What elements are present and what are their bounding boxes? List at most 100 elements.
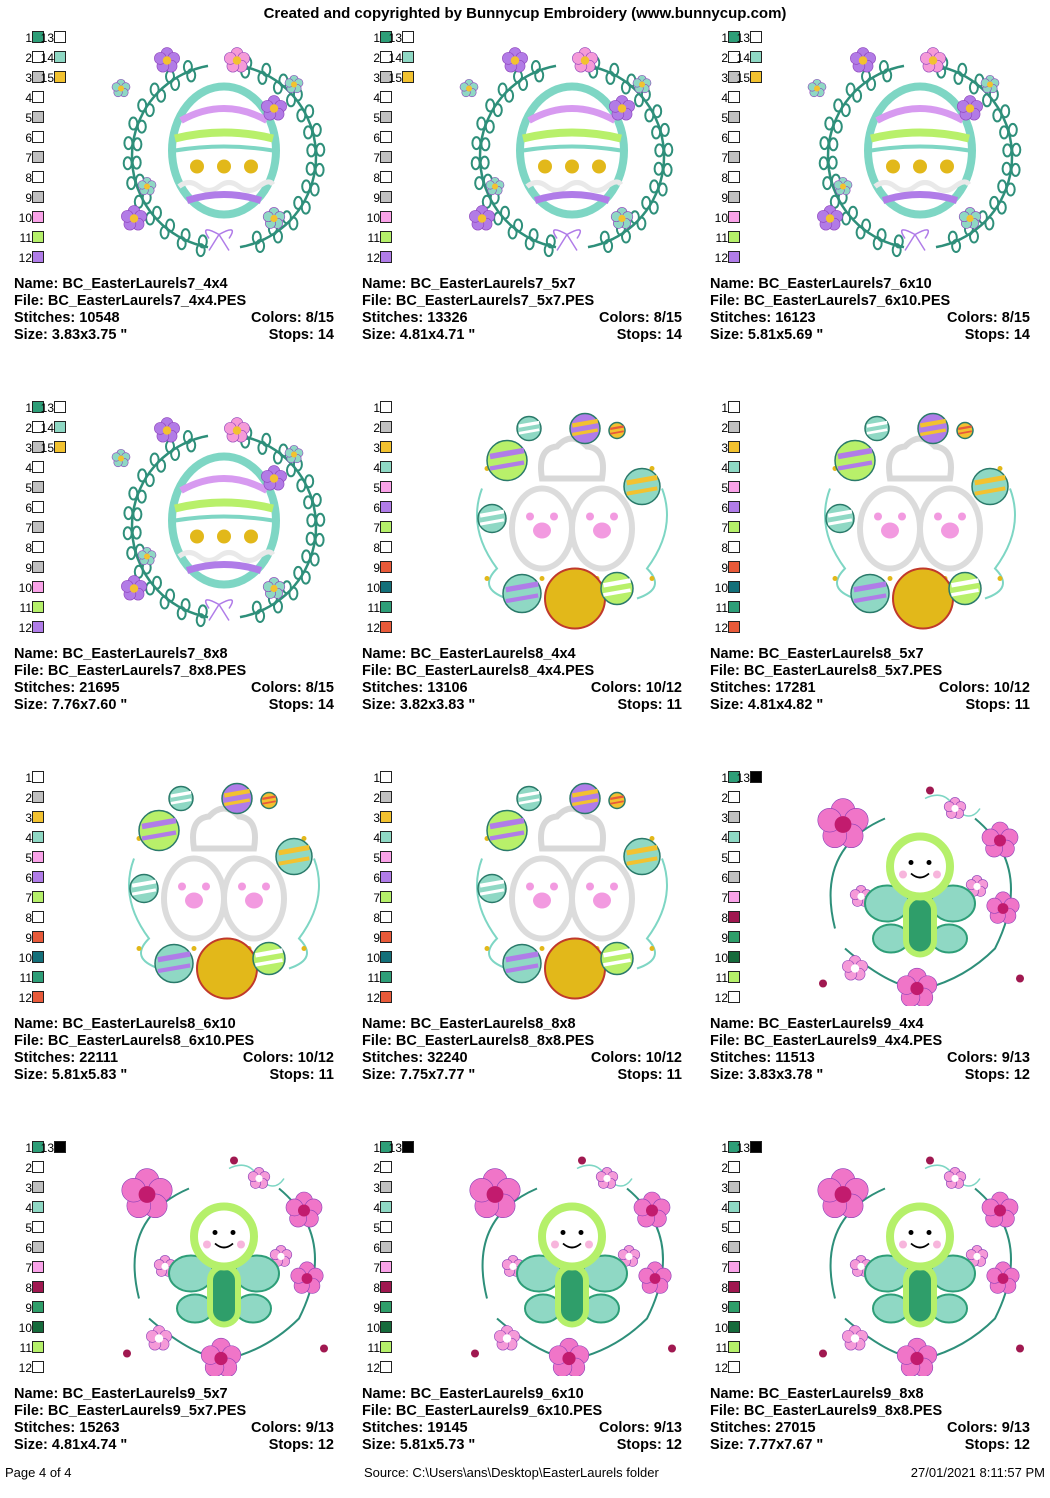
color-swatch: 9	[710, 930, 740, 946]
name-line: Name: BC_EasterLaurels9_6x10	[362, 1386, 682, 1403]
swatch-color-box	[32, 1181, 44, 1193]
swatch-color-box	[380, 1241, 392, 1253]
file-label: File:	[14, 663, 44, 679]
design-file: BC_EasterLaurels7_6x10.PES	[743, 293, 951, 309]
swatch-number: 13	[388, 31, 402, 45]
swatch-color-box	[380, 1141, 392, 1153]
swatch-color-box	[728, 851, 740, 863]
color-swatch: 7	[362, 1260, 392, 1276]
design-size: 3.82x3.83 "	[399, 697, 476, 713]
stops-label: Stops:	[269, 1067, 315, 1083]
size-line: Size: 5.81x5.69 " Stops: 14	[710, 327, 1030, 344]
design-info: Name: BC_EasterLaurels7_4x4 File: BC_Eas…	[14, 276, 334, 344]
swatch-color-box	[380, 811, 392, 823]
swatch-number: 12	[18, 991, 32, 1005]
swatch-number: 11	[367, 1341, 380, 1355]
design-card: 1 2 3 4 5 6 7 8 9 10 11 12 13 14 15 Name: BC_EasterLau…	[362, 28, 702, 388]
name-line: Name: BC_EasterLaurels7_6x10	[710, 276, 1030, 293]
colors-value: Colors: 8/15	[947, 310, 1030, 327]
stops-label: Stops:	[616, 327, 662, 343]
color-swatch: 11	[14, 230, 44, 246]
colors-value: Colors: 9/13	[947, 1050, 1030, 1067]
swatch-number: 1	[373, 401, 380, 415]
color-swatch: 3	[362, 810, 392, 826]
color-swatch: 14	[384, 50, 414, 66]
color-swatch: 9	[14, 1300, 44, 1316]
color-count: 9/13	[1001, 1420, 1030, 1436]
color-swatch: 7	[710, 890, 740, 906]
swatch-color-box	[728, 791, 740, 803]
size-label: Size:	[362, 1067, 396, 1083]
color-swatch: 3	[710, 810, 740, 826]
color-swatch: 6	[14, 870, 44, 886]
design-card: 1 2 3 4 5 6 7 8 9 10 11 12 13 Name: BC_EasterLaurels…	[14, 1138, 354, 1498]
swatch-number: 2	[373, 51, 380, 65]
color-swatch: 9	[14, 930, 44, 946]
design-name: BC_EasterLaurels7_6x10	[758, 276, 932, 292]
swatch-color-box	[728, 1141, 740, 1153]
swatch-number: 8	[25, 911, 32, 925]
swatch-number: 8	[25, 1281, 32, 1295]
swatch-color-box	[728, 191, 740, 203]
color-swatch: 15	[36, 70, 66, 86]
colors-value: Colors: 9/13	[599, 1420, 682, 1437]
design-size: 3.83x3.78 "	[747, 1067, 824, 1083]
file-line: File: BC_EasterLaurels7_4x4.PES	[14, 293, 334, 310]
swatch-number: 2	[721, 51, 728, 65]
color-swatch: 3	[362, 1180, 392, 1196]
swatch-number: 6	[373, 131, 380, 145]
stitches-line: Stitches: 21695 Colors: 8/15	[14, 680, 334, 697]
design-name: BC_EasterLaurels8_4x4	[410, 646, 576, 662]
swatch-color-box	[32, 991, 44, 1003]
swatch-number: 10	[366, 1321, 380, 1335]
swatch-color-box	[728, 1281, 740, 1293]
swatch-number: 7	[25, 1261, 32, 1275]
swatch-color-box	[728, 401, 740, 413]
swatch-color-box	[728, 991, 740, 1003]
color-swatch: 2	[14, 1160, 44, 1176]
swatch-color-box	[32, 831, 44, 843]
stops-value: Stops: 12	[269, 1437, 334, 1454]
swatch-number: 4	[373, 1201, 380, 1215]
stitch-count: 15263	[79, 1420, 120, 1436]
swatch-number: 5	[721, 851, 728, 865]
swatch-number: 1	[25, 401, 32, 415]
colors-label: Colors:	[250, 310, 302, 326]
swatch-number: 2	[721, 421, 728, 435]
file-label: File:	[14, 1403, 44, 1419]
design-size: 4.81x4.82 "	[747, 697, 824, 713]
swatch-color-box	[380, 621, 392, 633]
swatch-color-box	[32, 51, 44, 63]
swatch-color-box	[380, 401, 392, 413]
swatch-number: 6	[721, 501, 728, 515]
stitches-label: Stitches:	[362, 1420, 424, 1436]
swatch-color-box	[32, 1301, 44, 1313]
design-info: Name: BC_EasterLaurels7_6x10 File: BC_Ea…	[710, 276, 1030, 344]
color-swatch: 1	[362, 30, 392, 46]
page-number: Page 4 of 4	[5, 1465, 72, 1480]
design-card: 1 2 3 4 5 6 7 8 9 10 11 12 Name	[14, 768, 354, 1128]
swatch-color-box	[32, 771, 44, 783]
stitches-line: Stitches: 10548 Colors: 8/15	[14, 310, 334, 327]
swatch-number: 8	[373, 541, 380, 555]
swatch-color-box	[32, 151, 44, 163]
swatch-color-box	[32, 461, 44, 473]
color-swatch: 1	[14, 1140, 44, 1156]
swatch-color-box	[32, 1241, 44, 1253]
swatch-color-box	[32, 541, 44, 553]
colors-label: Colors:	[242, 1050, 294, 1066]
stitches-label: Stitches:	[710, 310, 772, 326]
stitches-label: Stitches:	[362, 310, 424, 326]
swatch-number: 5	[721, 1221, 728, 1235]
stops-label: Stops:	[964, 1437, 1010, 1453]
color-swatch: 7	[710, 1260, 740, 1276]
design-info: Name: BC_EasterLaurels9_5x7 File: BC_Eas…	[14, 1386, 334, 1454]
swatch-number: 2	[373, 421, 380, 435]
design-file: BC_EasterLaurels7_8x8.PES	[47, 663, 247, 679]
colors-label: Colors:	[590, 1050, 642, 1066]
swatch-color-box	[32, 131, 44, 143]
file-label: File:	[710, 1033, 740, 1049]
swatch-number: 6	[721, 871, 728, 885]
swatch-color-box	[32, 1341, 44, 1353]
name-line: Name: BC_EasterLaurels9_8x8	[710, 1386, 1030, 1403]
